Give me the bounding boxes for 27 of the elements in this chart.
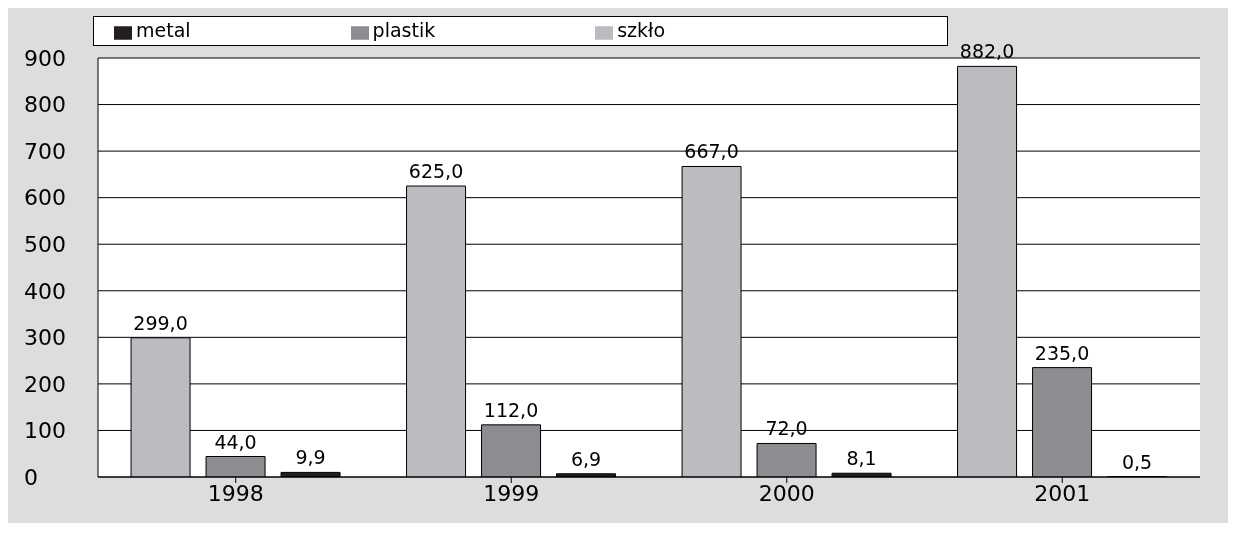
y-tick-label: 900: [24, 45, 66, 71]
y-tick-label: 200: [24, 371, 66, 397]
data-label: 8,1: [846, 447, 877, 470]
y-tick-label: 800: [24, 92, 66, 118]
data-label: 9,9: [295, 446, 326, 469]
y-tick-label: 300: [24, 325, 66, 351]
y-tick-label: 500: [24, 232, 66, 258]
y-tick-label: 700: [24, 138, 66, 164]
data-label: 882,0: [959, 40, 1015, 63]
data-label: 0,5: [1121, 450, 1153, 473]
legend-label: metal: [136, 19, 191, 41]
x-tick-label: 1999: [483, 480, 540, 506]
data-label: 235,0: [1034, 341, 1090, 364]
x-tick-label: 2001: [1034, 480, 1091, 506]
legend-label: szkło: [617, 19, 666, 41]
data-label: 625,0: [408, 160, 464, 183]
data-label: 112,0: [483, 398, 539, 421]
legend-label: plastik: [372, 19, 436, 41]
data-label: 44,0: [214, 430, 257, 453]
y-tick-label: 100: [24, 418, 66, 444]
y-tick-label: 600: [24, 185, 66, 211]
data-label: 299,0: [133, 311, 188, 334]
data-label: 6,9: [570, 447, 602, 470]
x-tick-label: 2000: [758, 480, 815, 506]
y-tick-label: 0: [24, 464, 38, 490]
x-tick-label: 1998: [207, 480, 264, 506]
y-tick-label: 400: [24, 278, 66, 304]
